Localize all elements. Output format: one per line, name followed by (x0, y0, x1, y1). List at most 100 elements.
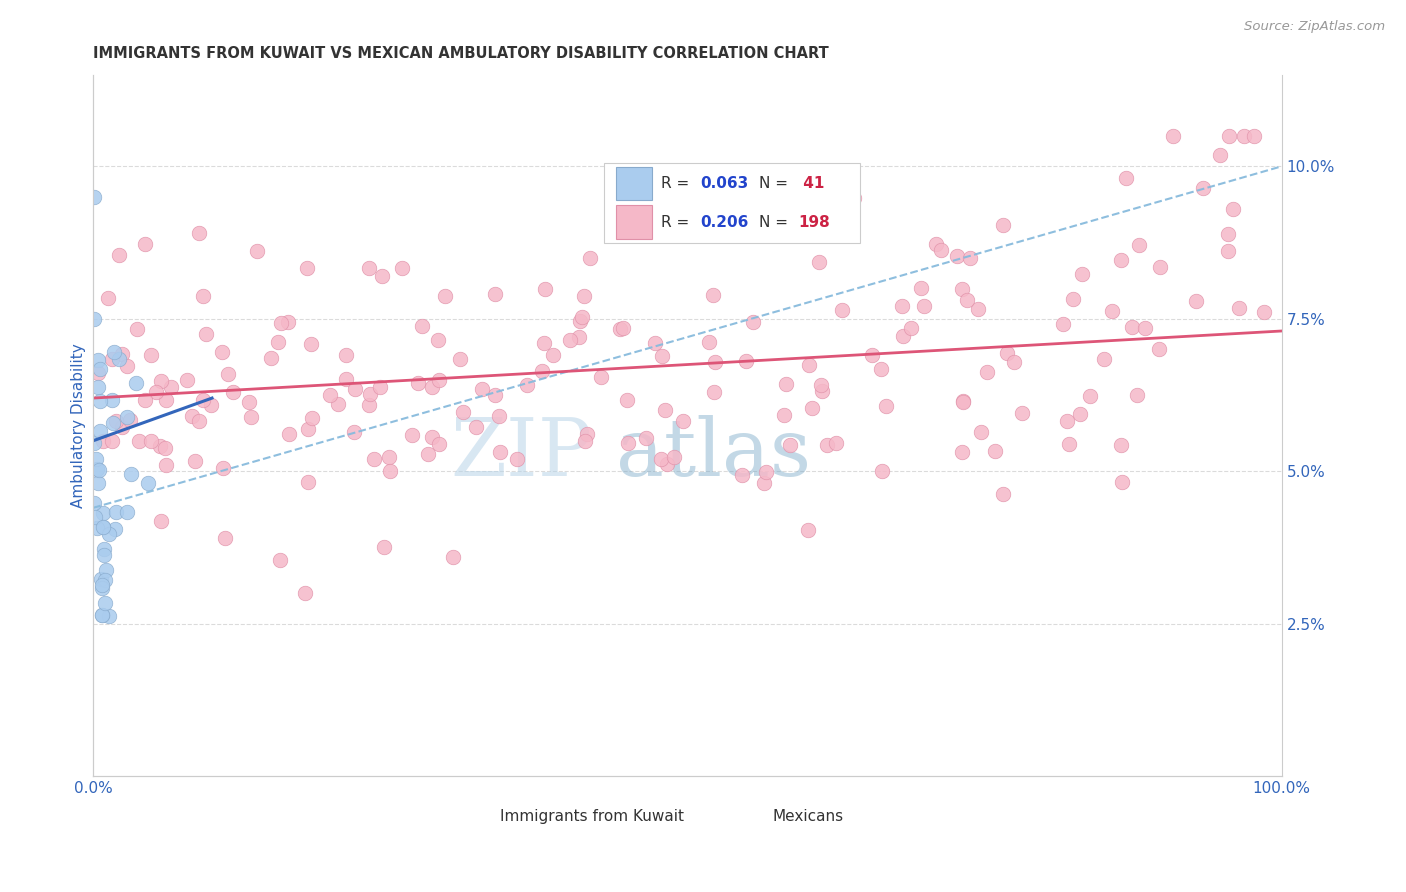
Point (100, 351, 122, 366)
Text: 0.063: 0.063 (700, 176, 748, 191)
Point (984, 444, 1007, 458)
Point (1133, 320, 1156, 334)
Point (266, 335, 288, 350)
Point (86, 353, 108, 368)
Text: Immigrants from Kuwait: Immigrants from Kuwait (499, 809, 683, 824)
Point (775, 187, 797, 202)
Point (96, 564, 118, 578)
Point (155, 458, 177, 472)
Point (188, 226, 211, 240)
Point (970, 425, 993, 439)
Point (378, 450, 401, 465)
Point (335, 348, 357, 362)
Point (609, 322, 631, 336)
Point (149, 439, 172, 453)
Point (616, 436, 638, 450)
Point (270, 316, 292, 330)
Point (636, 430, 658, 444)
Point (644, 335, 666, 350)
Point (533, 336, 555, 351)
Point (101, 434, 124, 448)
Point (134, 392, 156, 407)
Point (441, 549, 464, 564)
Point (91, 506, 114, 520)
Point (125, 321, 148, 335)
Point (89, 424, 111, 438)
Point (278, 426, 301, 441)
Point (93, 548, 115, 562)
Point (90, 578, 112, 592)
Point (184, 454, 207, 468)
Point (269, 553, 291, 567)
Point (200, 398, 222, 412)
Point (87, 379, 110, 393)
Point (1184, 294, 1206, 309)
Point (471, 382, 494, 396)
Point (89, 361, 111, 376)
Point (842, 190, 865, 204)
Point (1216, 244, 1239, 258)
Point (150, 374, 173, 388)
Point (427, 437, 450, 451)
Point (211, 345, 233, 359)
FancyBboxPatch shape (456, 806, 491, 828)
FancyBboxPatch shape (605, 162, 859, 244)
Point (797, 359, 820, 373)
Point (371, 268, 394, 283)
Point (301, 411, 323, 425)
Point (574, 434, 596, 448)
Point (810, 378, 832, 392)
Point (1062, 292, 1084, 306)
Point (1111, 475, 1133, 489)
Point (825, 435, 848, 450)
Point (380, 465, 402, 479)
Point (465, 420, 488, 434)
Point (357, 260, 380, 275)
Point (875, 399, 897, 413)
Point (869, 362, 891, 376)
Point (335, 372, 357, 386)
Point (297, 260, 319, 275)
Point (97, 291, 120, 305)
Point (1011, 406, 1033, 420)
Point (569, 314, 592, 328)
Point (363, 451, 385, 466)
Point (120, 413, 142, 427)
Point (967, 302, 990, 317)
Point (579, 251, 602, 265)
Point (105, 505, 128, 519)
Point (742, 315, 765, 329)
Point (155, 392, 177, 407)
Point (912, 299, 935, 313)
Point (193, 289, 215, 303)
Point (87, 476, 110, 491)
Point (260, 351, 283, 366)
Point (87, 463, 110, 477)
Point (86, 462, 108, 476)
Point (100, 392, 122, 407)
Point (299, 337, 322, 351)
Text: 41: 41 (797, 176, 824, 191)
Point (946, 249, 969, 263)
Point (326, 397, 349, 411)
Point (139, 434, 162, 448)
Point (211, 460, 233, 475)
Point (420, 430, 443, 444)
Point (1149, 260, 1171, 275)
Point (180, 409, 202, 423)
Y-axis label: Ambulatory Disability: Ambulatory Disability (72, 343, 86, 508)
Point (86, 451, 108, 466)
Point (111, 347, 134, 361)
Point (543, 348, 565, 362)
Point (101, 416, 124, 430)
Point (1101, 304, 1123, 318)
Point (1092, 352, 1115, 367)
Point (860, 347, 883, 361)
Point (277, 315, 299, 329)
Point (1243, 128, 1265, 143)
Point (1233, 128, 1256, 143)
FancyBboxPatch shape (616, 167, 652, 201)
Point (484, 286, 506, 301)
Point (891, 299, 914, 313)
Point (1071, 267, 1094, 281)
